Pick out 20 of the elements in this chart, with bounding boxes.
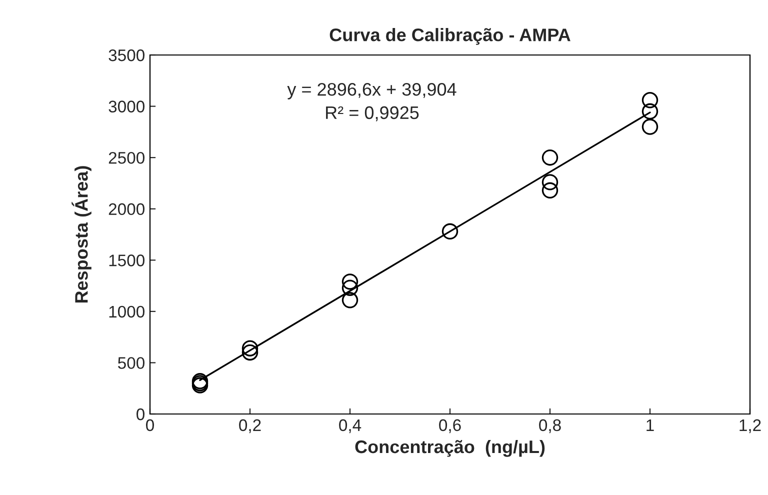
x-tick-label: 0 — [146, 419, 154, 432]
y-tick-label: 0 — [136, 408, 144, 420]
y-axis-title: Resposta (Área) — [72, 166, 92, 303]
x-tick-label: 0,2 — [239, 419, 261, 434]
x-tick-label: 0,6 — [439, 419, 461, 434]
y-tick-label: 2500 — [108, 152, 144, 164]
y-tick-label: 1500 — [109, 254, 144, 266]
y-tick-label: 2000 — [108, 203, 144, 216]
annotation: y = 2896,6x + 39,904 — [287, 82, 456, 100]
y-tick-label: 500 — [118, 357, 144, 369]
x-tick-label: 0,4 — [339, 419, 362, 434]
y-tick-label: 3500 — [108, 49, 144, 62]
y-tick-label: 1000 — [109, 306, 144, 318]
x-tick-label: 0,8 — [539, 419, 561, 434]
y-tick-label: 3000 — [108, 100, 144, 112]
x-tick-label: 1 — [646, 419, 654, 431]
x-tick-label: 1,2 — [740, 419, 761, 434]
chart-title: Curva de Calibração - AMPA — [330, 28, 570, 45]
annotation: R² = 0,9925 — [326, 106, 419, 122]
x-axis-title: Concentração (ng/µL) — [355, 440, 545, 457]
